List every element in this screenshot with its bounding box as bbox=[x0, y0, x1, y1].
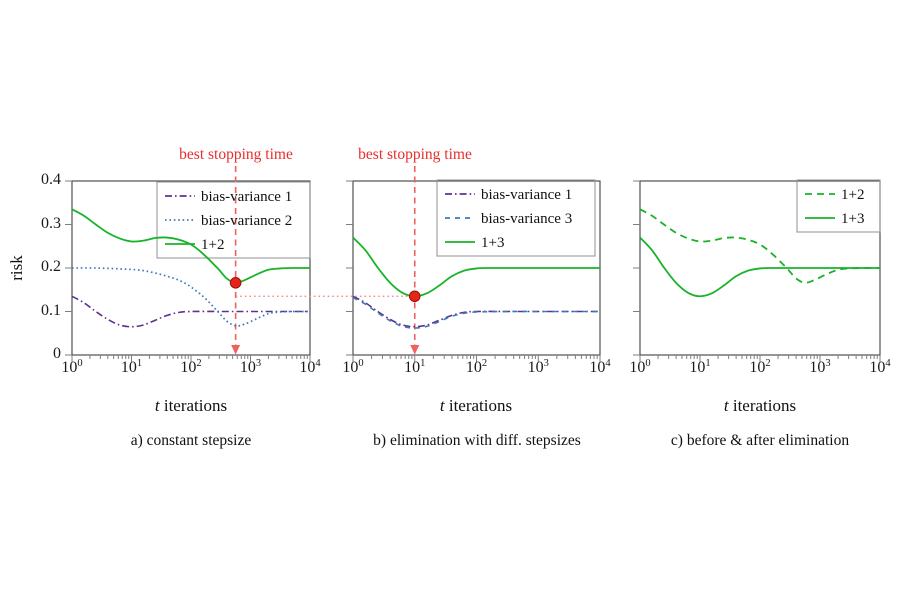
legend-label: bias-variance 2 bbox=[201, 213, 292, 229]
x-tick-exponent: 0 bbox=[77, 358, 83, 369]
x-tick-exponent: 1 bbox=[136, 358, 143, 369]
x-tick-exponent: 2 bbox=[481, 358, 488, 369]
x-tick-exponent: 3 bbox=[543, 358, 549, 369]
x-tick-exponent: 0 bbox=[358, 358, 364, 369]
x-tick-base: 10 bbox=[689, 359, 706, 376]
x-tick-label: 102 bbox=[169, 358, 213, 377]
legend-box bbox=[156, 181, 311, 259]
x-tick-base: 10 bbox=[527, 359, 544, 376]
legend-box bbox=[436, 179, 596, 257]
x-axis-label-c: t iterations bbox=[650, 396, 870, 416]
caption-c: c) before & after elimination bbox=[670, 432, 850, 449]
stopping-time-arrow bbox=[231, 345, 241, 355]
x-tick-base: 10 bbox=[749, 359, 766, 376]
x-tick-exponent: 0 bbox=[645, 358, 651, 369]
series-bias-variance-1 bbox=[71, 295, 310, 328]
best-stopping-time-label-a: best stopping time bbox=[179, 146, 293, 163]
series-1+2 bbox=[71, 208, 311, 284]
y-tick-label: 0.4 bbox=[41, 171, 61, 188]
best-stopping-point bbox=[408, 290, 421, 303]
x-tick-exponent: 3 bbox=[255, 358, 262, 369]
x-tick-exponent: 4 bbox=[315, 358, 321, 369]
legend-box bbox=[796, 179, 881, 233]
x-axis-rest-b: iterations bbox=[444, 396, 513, 415]
legend-label: 1+2 bbox=[841, 187, 864, 203]
x-tick-label: 103 bbox=[229, 358, 273, 377]
x-tick-base: 10 bbox=[180, 359, 197, 376]
x-tick-label: 103 bbox=[798, 358, 842, 377]
x-tick-label: 100 bbox=[50, 358, 94, 377]
x-tick-label: 103 bbox=[516, 358, 560, 377]
legend-label: 1+3 bbox=[841, 211, 864, 227]
x-tick-label: 102 bbox=[738, 358, 782, 377]
x-axis-var-c: t bbox=[723, 396, 729, 415]
best-stopping-time-label-b: best stopping time bbox=[358, 146, 472, 163]
legend-label: 1+2 bbox=[201, 237, 224, 253]
x-tick-base: 10 bbox=[404, 359, 421, 376]
x-tick-exponent: 4 bbox=[605, 358, 611, 369]
series-1+2 bbox=[639, 208, 881, 284]
x-tick-base: 10 bbox=[299, 359, 316, 376]
x-tick-exponent: 4 bbox=[885, 358, 891, 369]
x-axis-label-a: t iterations bbox=[81, 396, 301, 416]
x-tick-base: 10 bbox=[342, 359, 359, 376]
x-tick-base: 10 bbox=[809, 359, 826, 376]
x-axis-rest-a: iterations bbox=[159, 396, 228, 415]
x-tick-base: 10 bbox=[869, 359, 886, 376]
caption-a: a) constant stepsize bbox=[130, 432, 252, 449]
x-tick-base: 10 bbox=[465, 359, 482, 376]
x-tick-label: 100 bbox=[331, 358, 375, 377]
x-tick-exponent: 3 bbox=[825, 358, 831, 369]
series-bias-variance-2 bbox=[71, 267, 311, 327]
x-tick-label: 101 bbox=[110, 358, 154, 377]
series-bias-variance-3 bbox=[352, 296, 600, 329]
best-stopping-point bbox=[229, 276, 242, 289]
series-bias-variance-1 bbox=[352, 295, 600, 328]
x-tick-exponent: 2 bbox=[196, 358, 202, 369]
x-axis-var-b: t bbox=[439, 396, 445, 415]
y-tick-label: 0 bbox=[53, 345, 61, 362]
caption-b: b) elimination with diff. stepsizes bbox=[373, 432, 581, 449]
x-tick-base: 10 bbox=[61, 359, 78, 376]
x-axis-var-a: t bbox=[154, 396, 160, 415]
series-1+3 bbox=[352, 236, 600, 298]
series-1+3 bbox=[639, 236, 880, 298]
x-tick-label: 100 bbox=[618, 358, 662, 377]
x-axis-rest-c: iterations bbox=[728, 396, 797, 415]
legend-label: bias-variance 3 bbox=[481, 211, 572, 227]
x-tick-label: 104 bbox=[858, 358, 900, 377]
x-tick-label: 102 bbox=[455, 358, 499, 377]
stopping-time-arrow bbox=[410, 345, 420, 355]
legend-label: bias-variance 1 bbox=[481, 187, 572, 203]
x-tick-label: 101 bbox=[678, 358, 722, 377]
legend-label: 1+3 bbox=[481, 235, 504, 251]
x-tick-exponent: 2 bbox=[765, 358, 771, 369]
x-tick-label: 101 bbox=[393, 358, 437, 377]
x-tick-base: 10 bbox=[589, 359, 606, 376]
y-tick-label: 0.2 bbox=[41, 258, 61, 275]
x-tick-base: 10 bbox=[239, 359, 256, 376]
x-tick-base: 10 bbox=[629, 359, 646, 376]
y-tick-label: 0.1 bbox=[41, 301, 61, 319]
x-tick-base: 10 bbox=[120, 359, 137, 376]
x-tick-exponent: 1 bbox=[705, 358, 711, 369]
x-tick-label: 104 bbox=[288, 358, 332, 377]
y-tick-label: 0.3 bbox=[41, 214, 61, 232]
x-axis-label-b: t iterations bbox=[366, 396, 586, 416]
x-tick-exponent: 1 bbox=[420, 358, 426, 369]
legend-label: bias-variance 1 bbox=[201, 189, 292, 205]
x-tick-label: 104 bbox=[578, 358, 622, 377]
